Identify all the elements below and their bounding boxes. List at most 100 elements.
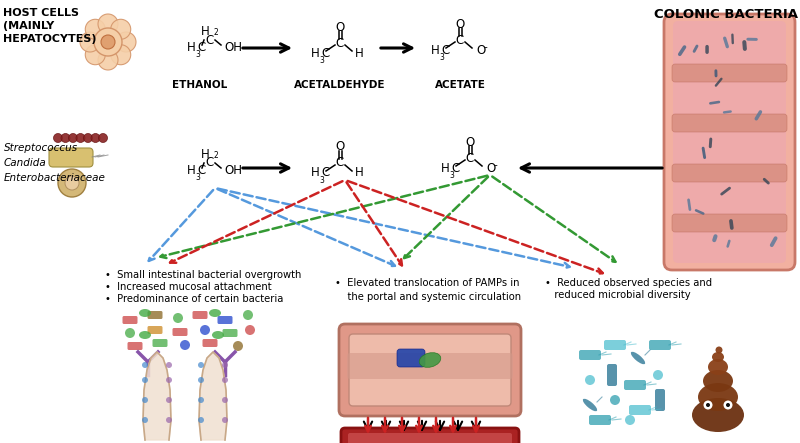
Text: 3: 3 [439, 53, 444, 62]
Circle shape [233, 341, 243, 351]
Text: •  Reduced observed species and: • Reduced observed species and [545, 278, 712, 288]
Circle shape [703, 400, 713, 409]
Text: H: H [202, 148, 210, 160]
Ellipse shape [631, 352, 645, 364]
FancyBboxPatch shape [193, 311, 207, 319]
Ellipse shape [708, 359, 728, 375]
Circle shape [142, 377, 148, 383]
Polygon shape [199, 352, 227, 440]
Circle shape [76, 133, 85, 143]
Circle shape [222, 377, 228, 383]
Text: ACETATE: ACETATE [434, 80, 486, 90]
Polygon shape [143, 352, 171, 440]
FancyBboxPatch shape [672, 64, 787, 82]
Circle shape [200, 325, 210, 335]
Circle shape [198, 417, 204, 423]
Ellipse shape [419, 353, 441, 367]
Text: reduced microbial diversity: reduced microbial diversity [545, 290, 690, 300]
Text: C: C [442, 43, 450, 57]
Text: C: C [466, 152, 474, 164]
Text: -: - [493, 160, 497, 170]
Text: -: - [483, 42, 487, 52]
Text: C: C [206, 34, 214, 47]
Circle shape [222, 397, 228, 403]
FancyBboxPatch shape [579, 350, 601, 360]
Text: C: C [322, 47, 330, 59]
FancyBboxPatch shape [347, 353, 513, 379]
Circle shape [166, 417, 172, 423]
FancyBboxPatch shape [222, 329, 238, 337]
Text: Enterobacteriaceae: Enterobacteriaceae [4, 173, 106, 183]
Circle shape [94, 28, 122, 56]
Text: C: C [206, 156, 214, 170]
Ellipse shape [692, 398, 744, 432]
FancyBboxPatch shape [341, 428, 519, 443]
Circle shape [166, 362, 172, 368]
FancyBboxPatch shape [202, 339, 218, 347]
Circle shape [706, 403, 710, 407]
Text: H: H [311, 47, 320, 59]
Circle shape [86, 19, 106, 39]
Circle shape [86, 45, 106, 65]
Ellipse shape [698, 383, 738, 411]
Circle shape [222, 417, 228, 423]
Text: •  Increased mucosal attachment: • Increased mucosal attachment [105, 282, 272, 292]
Text: H: H [311, 167, 320, 179]
FancyBboxPatch shape [629, 405, 651, 415]
Circle shape [65, 176, 79, 190]
FancyBboxPatch shape [147, 311, 162, 319]
FancyBboxPatch shape [349, 334, 511, 406]
Text: C: C [452, 162, 460, 175]
Text: OH: OH [224, 40, 242, 54]
Ellipse shape [139, 331, 151, 339]
Text: C: C [336, 36, 344, 50]
FancyBboxPatch shape [672, 214, 787, 232]
Text: 3: 3 [195, 50, 200, 59]
Circle shape [91, 133, 100, 143]
Text: H: H [442, 162, 450, 175]
Circle shape [166, 377, 172, 383]
Text: •  Elevated translocation of PAMPs in
    the portal and systemic circulation: • Elevated translocation of PAMPs in the… [335, 278, 521, 302]
Circle shape [610, 395, 620, 405]
Circle shape [653, 370, 663, 380]
Circle shape [173, 313, 183, 323]
FancyBboxPatch shape [589, 415, 611, 425]
Circle shape [245, 325, 255, 335]
FancyBboxPatch shape [655, 389, 665, 411]
Ellipse shape [209, 309, 221, 317]
Text: O: O [335, 20, 345, 34]
Text: H: H [355, 47, 364, 59]
FancyBboxPatch shape [672, 164, 787, 182]
Text: C: C [322, 167, 330, 179]
FancyBboxPatch shape [664, 14, 795, 270]
Text: 2: 2 [214, 28, 218, 37]
Text: •  Predominance of certain bacteria: • Predominance of certain bacteria [105, 294, 283, 304]
Circle shape [142, 362, 148, 368]
FancyBboxPatch shape [218, 316, 233, 324]
Circle shape [243, 310, 253, 320]
Text: O: O [486, 162, 495, 175]
FancyBboxPatch shape [339, 324, 521, 416]
FancyBboxPatch shape [49, 148, 93, 167]
FancyBboxPatch shape [173, 328, 187, 336]
Circle shape [198, 377, 204, 383]
Circle shape [625, 415, 635, 425]
Circle shape [222, 362, 228, 368]
Ellipse shape [583, 399, 597, 411]
Text: Candida: Candida [4, 158, 46, 168]
FancyBboxPatch shape [604, 340, 626, 350]
Circle shape [110, 19, 130, 39]
Text: C: C [336, 156, 344, 170]
Circle shape [98, 50, 118, 70]
Circle shape [110, 45, 130, 65]
Ellipse shape [139, 309, 151, 317]
FancyBboxPatch shape [673, 21, 786, 263]
Circle shape [166, 397, 172, 403]
Text: •  Small intestinal bacterial overgrowth: • Small intestinal bacterial overgrowth [105, 270, 302, 280]
Text: 3: 3 [319, 176, 324, 185]
Circle shape [142, 417, 148, 423]
Text: 3: 3 [319, 56, 324, 65]
Text: 3: 3 [195, 173, 200, 182]
Text: Streptococcus: Streptococcus [4, 143, 78, 153]
Text: O: O [335, 140, 345, 154]
